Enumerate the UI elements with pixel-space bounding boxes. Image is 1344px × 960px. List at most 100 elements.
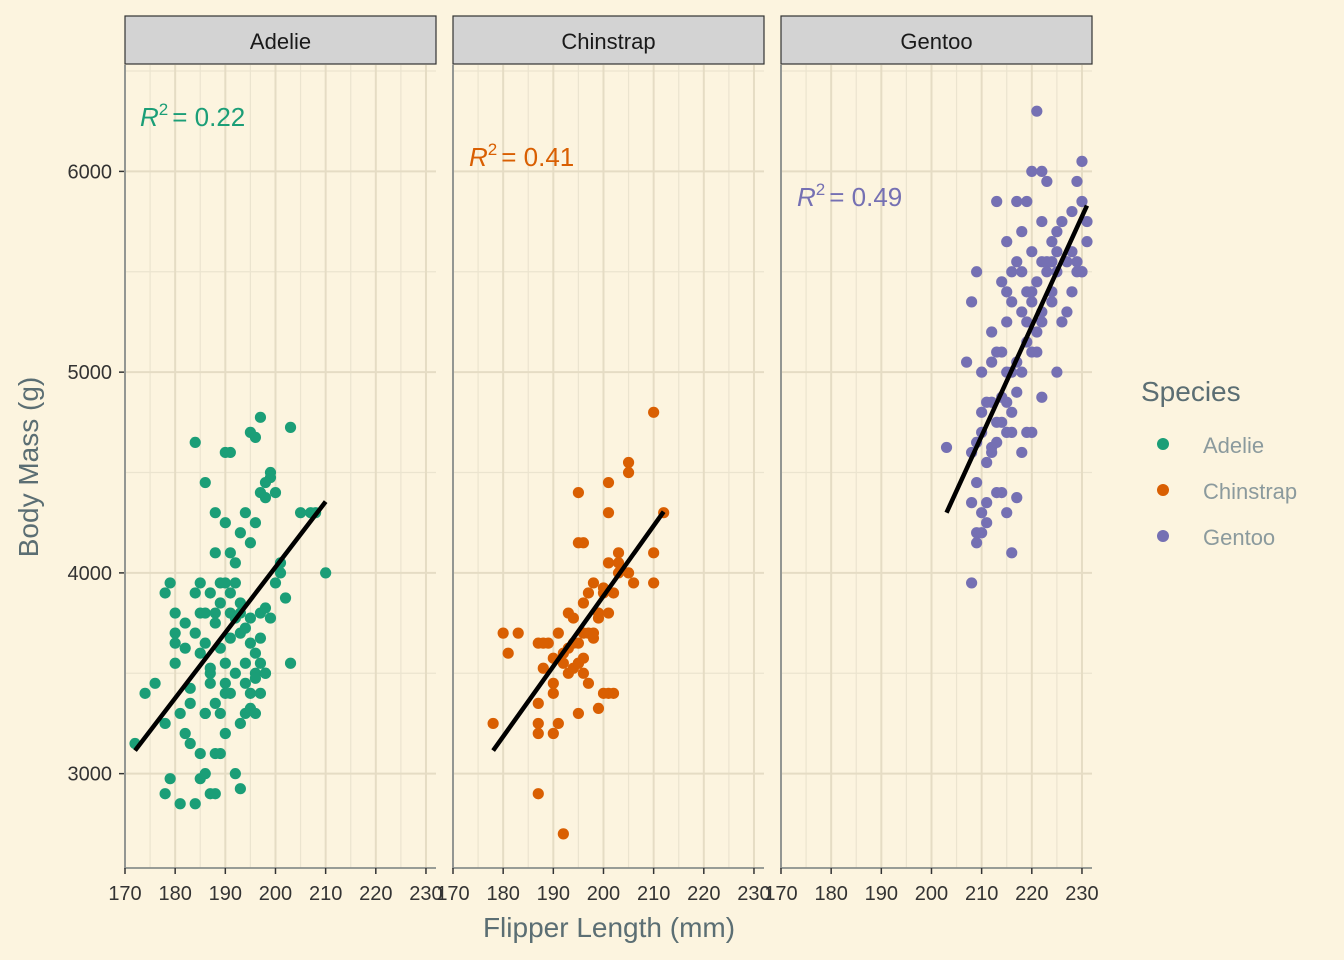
data-point	[219, 517, 231, 529]
data-point	[229, 768, 241, 780]
data-point	[259, 476, 272, 489]
data-point	[547, 677, 559, 689]
data-point	[279, 592, 292, 604]
data-point	[1071, 175, 1083, 188]
data-point	[234, 527, 246, 539]
data-point	[184, 737, 196, 750]
data-point	[169, 607, 181, 619]
data-point	[976, 527, 988, 539]
data-point	[219, 677, 231, 689]
data-point	[1016, 226, 1028, 238]
data-point	[976, 507, 988, 519]
data-point	[1036, 391, 1048, 403]
data-point	[249, 517, 262, 529]
data-point	[254, 687, 267, 699]
data-point	[971, 266, 983, 278]
data-point	[1046, 256, 1058, 268]
data-point	[254, 411, 267, 423]
data-point	[189, 627, 201, 639]
data-point	[547, 687, 559, 699]
data-point	[219, 727, 231, 740]
data-point	[1051, 246, 1063, 258]
data-point	[209, 697, 221, 709]
series-points-chinstrap	[487, 406, 670, 840]
y-tick-label: 6000	[68, 161, 113, 183]
data-point	[224, 632, 236, 644]
r-squared-annotation: R2 = 0.41	[469, 140, 574, 172]
data-point	[996, 276, 1008, 288]
x-tick-label: 200	[259, 883, 292, 905]
data-point	[602, 476, 615, 489]
data-point	[971, 537, 983, 549]
data-point	[622, 456, 635, 469]
data-point	[966, 296, 978, 308]
data-point	[284, 421, 297, 433]
data-point	[194, 647, 206, 659]
facet-strip	[780, 15, 1093, 65]
data-point	[587, 627, 600, 639]
data-point	[219, 577, 231, 589]
data-point	[284, 657, 297, 669]
x-tick-label: 220	[1015, 883, 1048, 905]
data-point	[1076, 266, 1088, 278]
data-point	[547, 727, 559, 740]
data-point	[532, 717, 544, 730]
data-point	[940, 441, 953, 454]
data-point	[254, 632, 267, 644]
data-point	[582, 587, 595, 599]
data-point	[1001, 286, 1013, 298]
x-tick-label: 170	[436, 883, 469, 905]
data-point	[229, 667, 241, 679]
data-point	[577, 652, 590, 664]
data-point	[552, 627, 564, 639]
data-point	[497, 627, 509, 639]
data-point	[996, 486, 1008, 499]
x-tick-label: 190	[209, 883, 242, 905]
r-squared-annotation: R2 = 0.49	[797, 180, 902, 212]
y-tick-label: 4000	[68, 563, 113, 585]
data-point	[487, 717, 499, 730]
data-point	[572, 707, 585, 720]
data-point	[557, 828, 569, 840]
data-point	[209, 547, 221, 559]
facet-strip-label: Chinstrap	[561, 29, 655, 54]
data-point	[179, 617, 191, 629]
data-point	[648, 406, 660, 418]
data-point	[607, 587, 620, 599]
data-point	[532, 697, 544, 709]
data-point	[981, 517, 993, 529]
data-point	[269, 577, 282, 589]
legend-label: Chinstrap	[1203, 479, 1297, 504]
data-point	[224, 446, 236, 459]
legend-key-chinstrap	[1157, 484, 1169, 496]
data-point	[249, 707, 262, 720]
data-point	[249, 647, 262, 659]
x-tick-label: 180	[486, 883, 519, 905]
data-point	[264, 612, 277, 624]
y-tick-label: 3000	[68, 764, 113, 786]
data-point	[159, 587, 171, 599]
data-point	[199, 768, 211, 780]
data-point	[159, 788, 171, 800]
data-point	[244, 612, 257, 624]
data-point	[1056, 316, 1068, 328]
facet-panel-chinstrap: Chinstrap 170 180 190 200 210 220 230 R2 = 0.41	[436, 15, 771, 905]
data-point	[264, 466, 277, 479]
data-point	[199, 607, 211, 619]
data-point	[254, 657, 267, 669]
data-point	[179, 727, 191, 740]
data-point	[1036, 316, 1048, 328]
data-point	[1016, 306, 1028, 318]
x-tick-label: 170	[108, 883, 141, 905]
data-point	[259, 602, 272, 614]
data-point	[1081, 236, 1093, 248]
data-point	[1006, 547, 1018, 559]
data-point	[1031, 276, 1043, 288]
data-point	[169, 637, 181, 649]
data-point	[139, 687, 151, 699]
data-point	[169, 627, 181, 639]
x-tick-label: 220	[359, 883, 392, 905]
data-point	[204, 677, 216, 689]
data-point	[224, 547, 236, 559]
regression-line	[944, 204, 1090, 514]
